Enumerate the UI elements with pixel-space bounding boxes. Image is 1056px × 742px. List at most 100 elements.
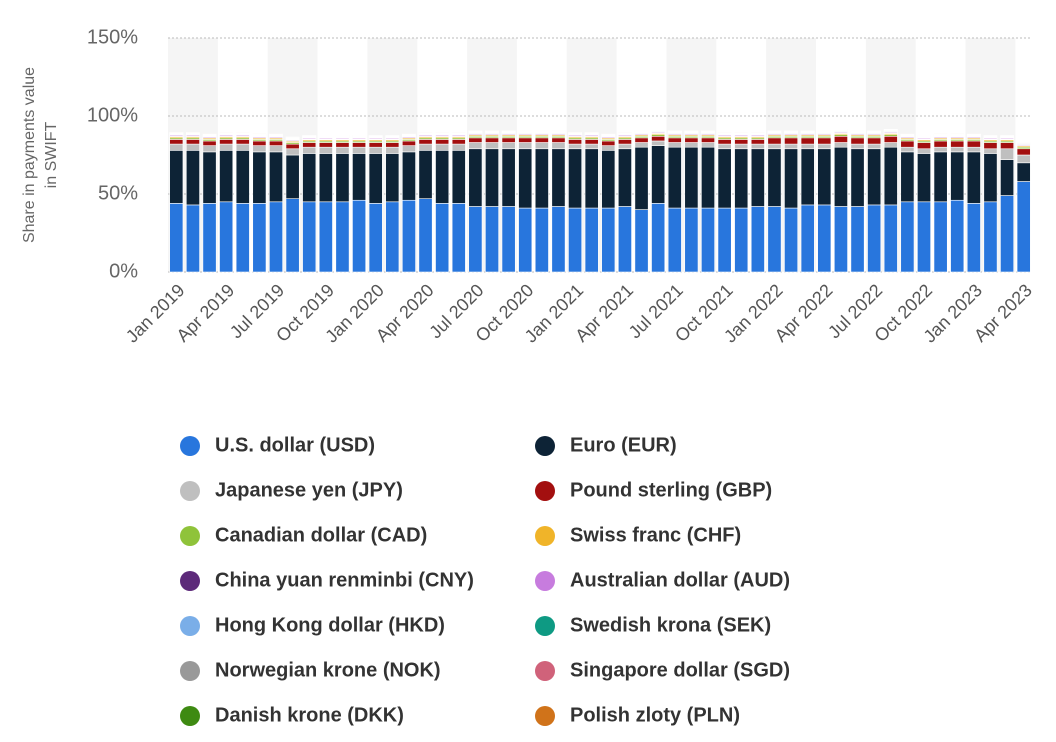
bar-segment bbox=[800, 143, 815, 150]
bar-segment bbox=[634, 146, 649, 210]
bar-segment bbox=[817, 143, 832, 150]
bar-segment bbox=[451, 139, 466, 145]
bar-segment bbox=[202, 151, 217, 204]
bar-segment bbox=[867, 148, 882, 206]
bar-segment bbox=[917, 148, 931, 154]
bar-segment bbox=[485, 148, 499, 207]
legend-label: China yuan renminbi (CNY) bbox=[215, 569, 474, 591]
bar-segment bbox=[667, 137, 682, 143]
bar-segment bbox=[917, 201, 931, 273]
bar-segment bbox=[966, 203, 981, 273]
bar-segment bbox=[219, 143, 234, 151]
bar-segment bbox=[750, 206, 765, 273]
bar-segment bbox=[518, 207, 533, 273]
bar-segment bbox=[850, 143, 865, 150]
bar-segment bbox=[601, 207, 616, 273]
bar-segment bbox=[568, 139, 583, 145]
bar-segment bbox=[833, 146, 848, 207]
bar-segment bbox=[584, 143, 599, 150]
bar-segment bbox=[950, 151, 965, 201]
bar-segment bbox=[568, 143, 583, 150]
bar-segment bbox=[767, 206, 782, 273]
legend-marker bbox=[535, 481, 555, 501]
bar-segment bbox=[734, 207, 749, 273]
bar-segment bbox=[551, 137, 566, 143]
bar-segment bbox=[784, 148, 799, 209]
bar-segment bbox=[833, 135, 848, 143]
legend-marker bbox=[535, 436, 555, 456]
bar-segment bbox=[368, 146, 383, 154]
bar-segment bbox=[302, 142, 317, 148]
bar-segment bbox=[833, 142, 848, 148]
bar-segment bbox=[900, 146, 915, 153]
bar-segment bbox=[767, 143, 782, 150]
legend-marker bbox=[535, 706, 555, 726]
y-axis-label: in SWIFT bbox=[43, 121, 60, 188]
bar-segment bbox=[933, 140, 948, 148]
bar-segment bbox=[983, 153, 998, 203]
bar-segment bbox=[485, 137, 499, 143]
bar-segment bbox=[601, 145, 616, 151]
bar-segment bbox=[401, 199, 416, 273]
legend-label: Singapore dollar (SGD) bbox=[570, 659, 790, 681]
bar-segment bbox=[1000, 195, 1015, 273]
bar-segment bbox=[717, 207, 732, 273]
bar-segment bbox=[966, 140, 981, 148]
bar-segment bbox=[1016, 162, 1031, 182]
bar-segment bbox=[634, 142, 649, 148]
bar-segment bbox=[285, 148, 300, 156]
bar-segment bbox=[584, 148, 599, 209]
bar-segment bbox=[302, 201, 317, 273]
bar-segment bbox=[950, 199, 965, 273]
bar-segment bbox=[883, 146, 898, 206]
bar-segment bbox=[684, 137, 699, 143]
bar-segment bbox=[335, 201, 350, 273]
bar-segment bbox=[684, 207, 699, 273]
legend-marker bbox=[180, 661, 200, 681]
bar-segment bbox=[368, 203, 383, 273]
legend-marker bbox=[180, 526, 200, 546]
bar-segment bbox=[551, 148, 566, 207]
bar-segment bbox=[750, 139, 765, 145]
bar-segment bbox=[534, 148, 549, 209]
bar-segment bbox=[335, 146, 350, 154]
bar-segment bbox=[900, 140, 915, 148]
bar-segment bbox=[169, 150, 184, 204]
bar-segment bbox=[584, 207, 599, 273]
bar-segment bbox=[784, 143, 799, 150]
legend-marker bbox=[535, 616, 555, 636]
legend-label: Norwegian krone (NOK) bbox=[215, 659, 441, 681]
legend-marker bbox=[535, 526, 555, 546]
bar-segment bbox=[269, 145, 283, 153]
y-axis-label: Share in payments value bbox=[21, 67, 38, 243]
bar-segment bbox=[318, 146, 333, 154]
bar-segment bbox=[617, 206, 632, 273]
bar-segment bbox=[966, 151, 981, 204]
bar-segment bbox=[185, 150, 200, 206]
bar-segment bbox=[501, 206, 516, 273]
bar-segment bbox=[617, 148, 632, 207]
bar-segment bbox=[468, 148, 483, 207]
legend-marker bbox=[180, 616, 200, 636]
bar-segment bbox=[202, 203, 217, 273]
bar-segment bbox=[634, 137, 649, 143]
bar-segment bbox=[385, 142, 400, 148]
legend-label: Polish zloty (PLN) bbox=[570, 704, 740, 726]
bar-segment bbox=[352, 153, 367, 201]
bar-segment bbox=[900, 201, 915, 273]
bar-segment bbox=[983, 142, 998, 150]
bar-segment bbox=[269, 201, 283, 273]
legend-marker bbox=[180, 481, 200, 501]
bar-segment bbox=[269, 151, 283, 203]
bar-segment bbox=[169, 139, 184, 145]
bar-segment bbox=[900, 151, 915, 203]
bar-segment bbox=[401, 145, 416, 153]
bar-segment bbox=[1000, 142, 1015, 150]
bar-segment bbox=[568, 148, 583, 209]
legend-label: U.S. dollar (USD) bbox=[215, 434, 375, 456]
bar-segment bbox=[667, 142, 682, 148]
bar-segment bbox=[867, 204, 882, 273]
bar-segment bbox=[850, 137, 865, 145]
bar-segment bbox=[551, 206, 566, 273]
bar-segment bbox=[352, 199, 367, 273]
